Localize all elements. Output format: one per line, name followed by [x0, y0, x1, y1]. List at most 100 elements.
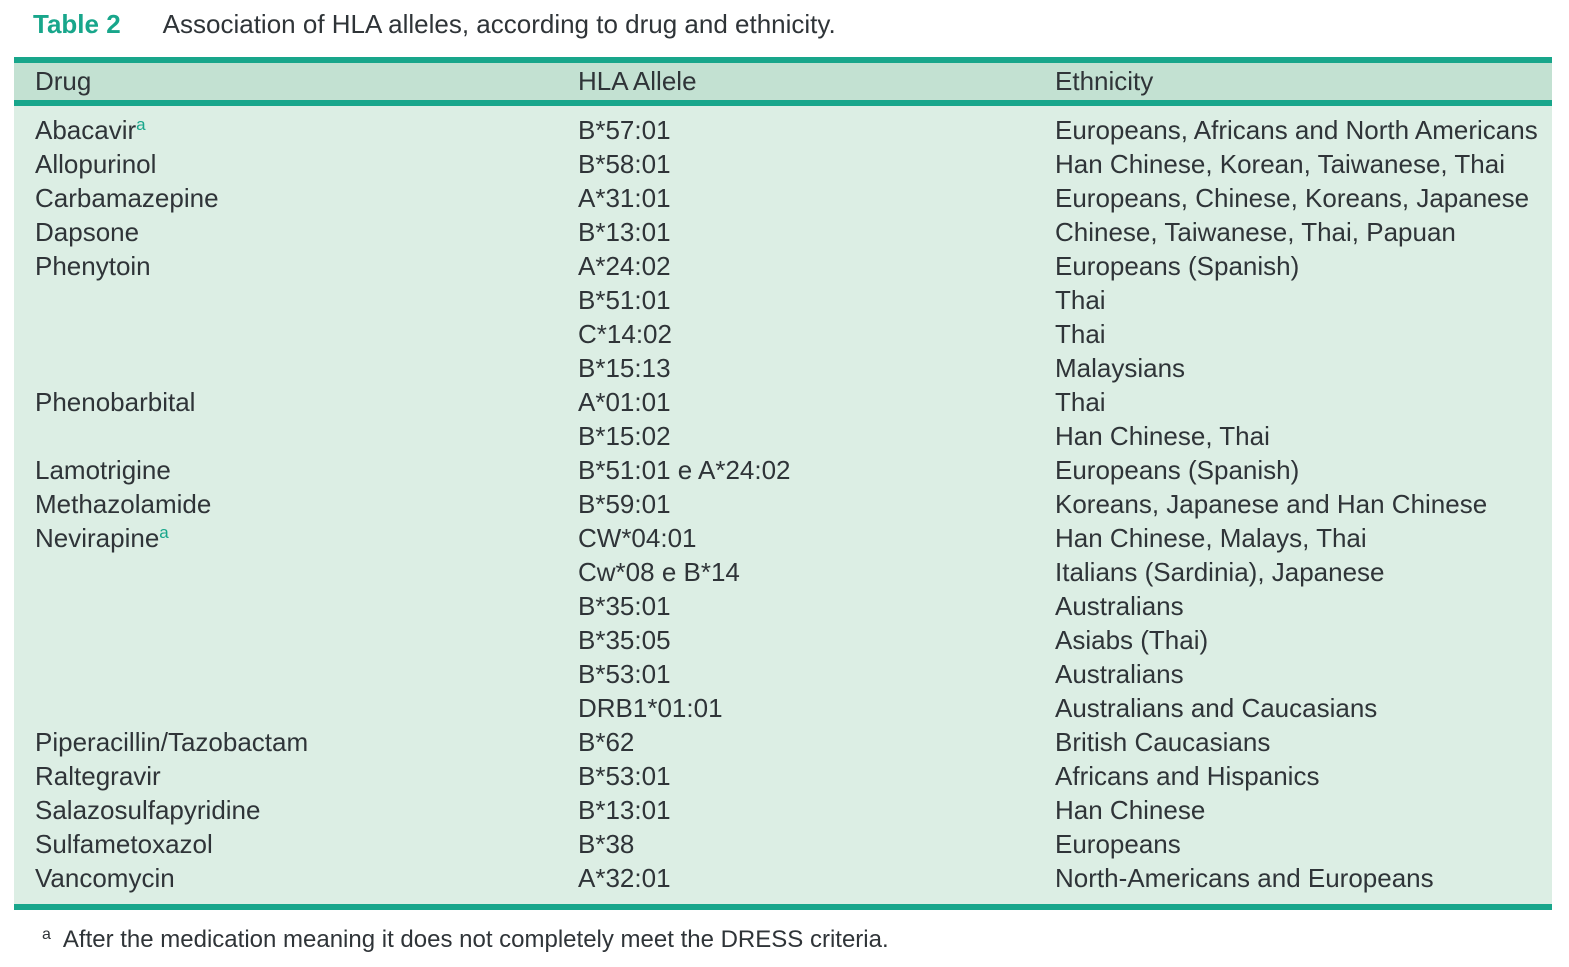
cell-allele: CW*04:01	[578, 522, 697, 553]
cell-drug: Allopurinol	[35, 149, 578, 180]
table-row: B*35:01 Australians	[14, 589, 1552, 623]
cell-allele: B*58:01	[578, 148, 671, 179]
cell-drug: Carbamazepine	[35, 183, 578, 214]
cell-drug: Phenobarbital	[35, 387, 578, 418]
cell-allele: A*32:01	[578, 862, 671, 893]
cell-ethnicity: Thai	[1055, 318, 1106, 349]
cell-ethnicity: Han Chinese	[1055, 794, 1206, 825]
table-row: B*15:13 Malaysians	[14, 351, 1552, 385]
cell-allele: DRB1*01:01	[578, 692, 723, 723]
cell-drug: Abacavira	[35, 115, 578, 146]
table-row: DRB1*01:01 Australians and Caucasians	[14, 691, 1552, 725]
table-row: Dapsone B*13:01 Chinese, Taiwanese, Thai…	[14, 215, 1552, 249]
footnote-marker: a	[42, 926, 51, 943]
cell-allele: B*59:01	[578, 488, 671, 519]
cell-drug-text: Vancomycin	[35, 862, 175, 893]
cell-ethnicity: Europeans (Spanish)	[1055, 454, 1300, 485]
cell-allele: B*13:01	[578, 216, 671, 247]
cell-drug-text: Sulfametoxazol	[35, 828, 213, 859]
cell-allele: B*62	[578, 726, 635, 757]
cell-allele: B*15:13	[578, 352, 671, 383]
table-row: Phenytoin A*24:02 Europeans (Spanish)	[14, 249, 1552, 283]
cell-drug: Salazosulfapyridine	[35, 795, 578, 826]
table-row: B*15:02 Han Chinese, Thai	[14, 419, 1552, 453]
table-row: B*53:01 Australians	[14, 657, 1552, 691]
cell-ethnicity: Chinese, Taiwanese, Thai, Papuan	[1055, 216, 1456, 247]
cell-drug-text: Piperacillin/Tazobactam	[35, 726, 309, 757]
drug-superscript: a	[136, 114, 146, 134]
cell-ethnicity: Australians and Caucasians	[1055, 692, 1378, 723]
table-number-label: Table 2	[33, 9, 121, 39]
table-row: Raltegravir B*53:01 Africans and Hispani…	[14, 759, 1552, 793]
table-row: Nevirapinea CW*04:01 Han Chinese, Malays…	[14, 521, 1552, 555]
column-header-drug: Drug	[35, 66, 92, 96]
cell-drug-text: Nevirapine	[35, 522, 160, 553]
cell-drug: Dapsone	[35, 217, 578, 248]
table-row: Abacavira B*57:01 Europeans, Africans an…	[14, 113, 1552, 147]
cell-allele: B*13:01	[578, 794, 671, 825]
table-row: Phenobarbital A*01:01 Thai	[14, 385, 1552, 419]
cell-ethnicity: Thai	[1055, 386, 1106, 417]
table-caption: Table 2 Association of HLA alleles, accor…	[33, 8, 836, 40]
table-row: B*51:01 Thai	[14, 283, 1552, 317]
cell-allele: A*01:01	[578, 386, 671, 417]
table-body: Abacavira B*57:01 Europeans, Africans an…	[14, 106, 1552, 904]
table-row: Piperacillin/Tazobactam B*62 British Cau…	[14, 725, 1552, 759]
table-row: Carbamazepine A*31:01 Europeans, Chinese…	[14, 181, 1552, 215]
cell-drug-text: Phenobarbital	[35, 386, 196, 417]
cell-drug: Nevirapinea	[35, 523, 578, 554]
cell-drug: Piperacillin/Tazobactam	[35, 727, 578, 758]
cell-ethnicity: Han Chinese, Thai	[1055, 420, 1270, 451]
cell-allele: B*51:01 e A*24:02	[578, 454, 791, 485]
cell-drug-text: Raltegravir	[35, 760, 161, 791]
table-caption-text: Association of HLA alleles, according to…	[162, 9, 836, 39]
cell-drug-text: Carbamazepine	[35, 182, 219, 213]
cell-ethnicity: Europeans, Africans and North Americans	[1055, 114, 1538, 145]
drug-superscript: a	[159, 522, 169, 542]
cell-ethnicity: Europeans	[1055, 828, 1181, 859]
cell-allele: B*53:01	[578, 658, 671, 689]
cell-ethnicity: Thai	[1055, 284, 1106, 315]
cell-drug: Raltegravir	[35, 761, 578, 792]
column-header-hla-allele: HLA Allele	[578, 66, 697, 96]
cell-allele: Cw*08 e B*14	[578, 556, 740, 587]
hla-association-table: Drug HLA Allele Ethnicity Abacavira B*57…	[14, 57, 1552, 910]
table-row: Sulfametoxazol B*38 Europeans	[14, 827, 1552, 861]
table-row: Salazosulfapyridine B*13:01 Han Chinese	[14, 793, 1552, 827]
cell-ethnicity: Australians	[1055, 658, 1184, 689]
cell-ethnicity: Italians (Sardinia), Japanese	[1055, 556, 1385, 587]
table-row: Allopurinol B*58:01 Han Chinese, Korean,…	[14, 147, 1552, 181]
cell-drug: Lamotrigine	[35, 455, 578, 486]
cell-ethnicity: North-Americans and Europeans	[1055, 862, 1434, 893]
cell-ethnicity: British Caucasians	[1055, 726, 1271, 757]
cell-allele: A*31:01	[578, 182, 671, 213]
cell-allele: C*14:02	[578, 318, 672, 349]
cell-drug-text: Phenytoin	[35, 250, 151, 281]
cell-ethnicity: Asiabs (Thai)	[1055, 624, 1209, 655]
cell-drug: Phenytoin	[35, 251, 578, 282]
cell-allele: B*15:02	[578, 420, 671, 451]
cell-drug: Sulfametoxazol	[35, 829, 578, 860]
table-footnote: a After the medication meaning it does no…	[42, 926, 889, 954]
cell-drug-text: Lamotrigine	[35, 454, 171, 485]
cell-allele: B*38	[578, 828, 635, 859]
table-header-row: Drug HLA Allele Ethnicity	[14, 63, 1552, 106]
cell-drug-text: Abacavir	[35, 114, 137, 145]
table-row: Lamotrigine B*51:01 e A*24:02 Europeans …	[14, 453, 1552, 487]
cell-ethnicity: Europeans (Spanish)	[1055, 250, 1300, 281]
column-header-ethnicity: Ethnicity	[1055, 66, 1154, 96]
cell-allele: B*51:01	[578, 284, 671, 315]
cell-drug-text: Salazosulfapyridine	[35, 794, 261, 825]
cell-allele: A*24:02	[578, 250, 671, 281]
cell-ethnicity: Han Chinese, Malays, Thai	[1055, 522, 1367, 553]
cell-drug-text: Allopurinol	[35, 148, 157, 179]
cell-ethnicity: Koreans, Japanese and Han Chinese	[1055, 488, 1488, 519]
cell-allele: B*35:05	[578, 624, 671, 655]
table-row: Vancomycin A*32:01 North-Americans and E…	[14, 861, 1552, 895]
cell-ethnicity: Africans and Hispanics	[1055, 760, 1320, 791]
cell-ethnicity: Australians	[1055, 590, 1184, 621]
cell-drug: Vancomycin	[35, 863, 578, 894]
cell-allele: B*53:01	[578, 760, 671, 791]
table-row: Cw*08 e B*14 Italians (Sardinia), Japane…	[14, 555, 1552, 589]
cell-ethnicity: Han Chinese, Korean, Taiwanese, Thai	[1055, 148, 1505, 179]
